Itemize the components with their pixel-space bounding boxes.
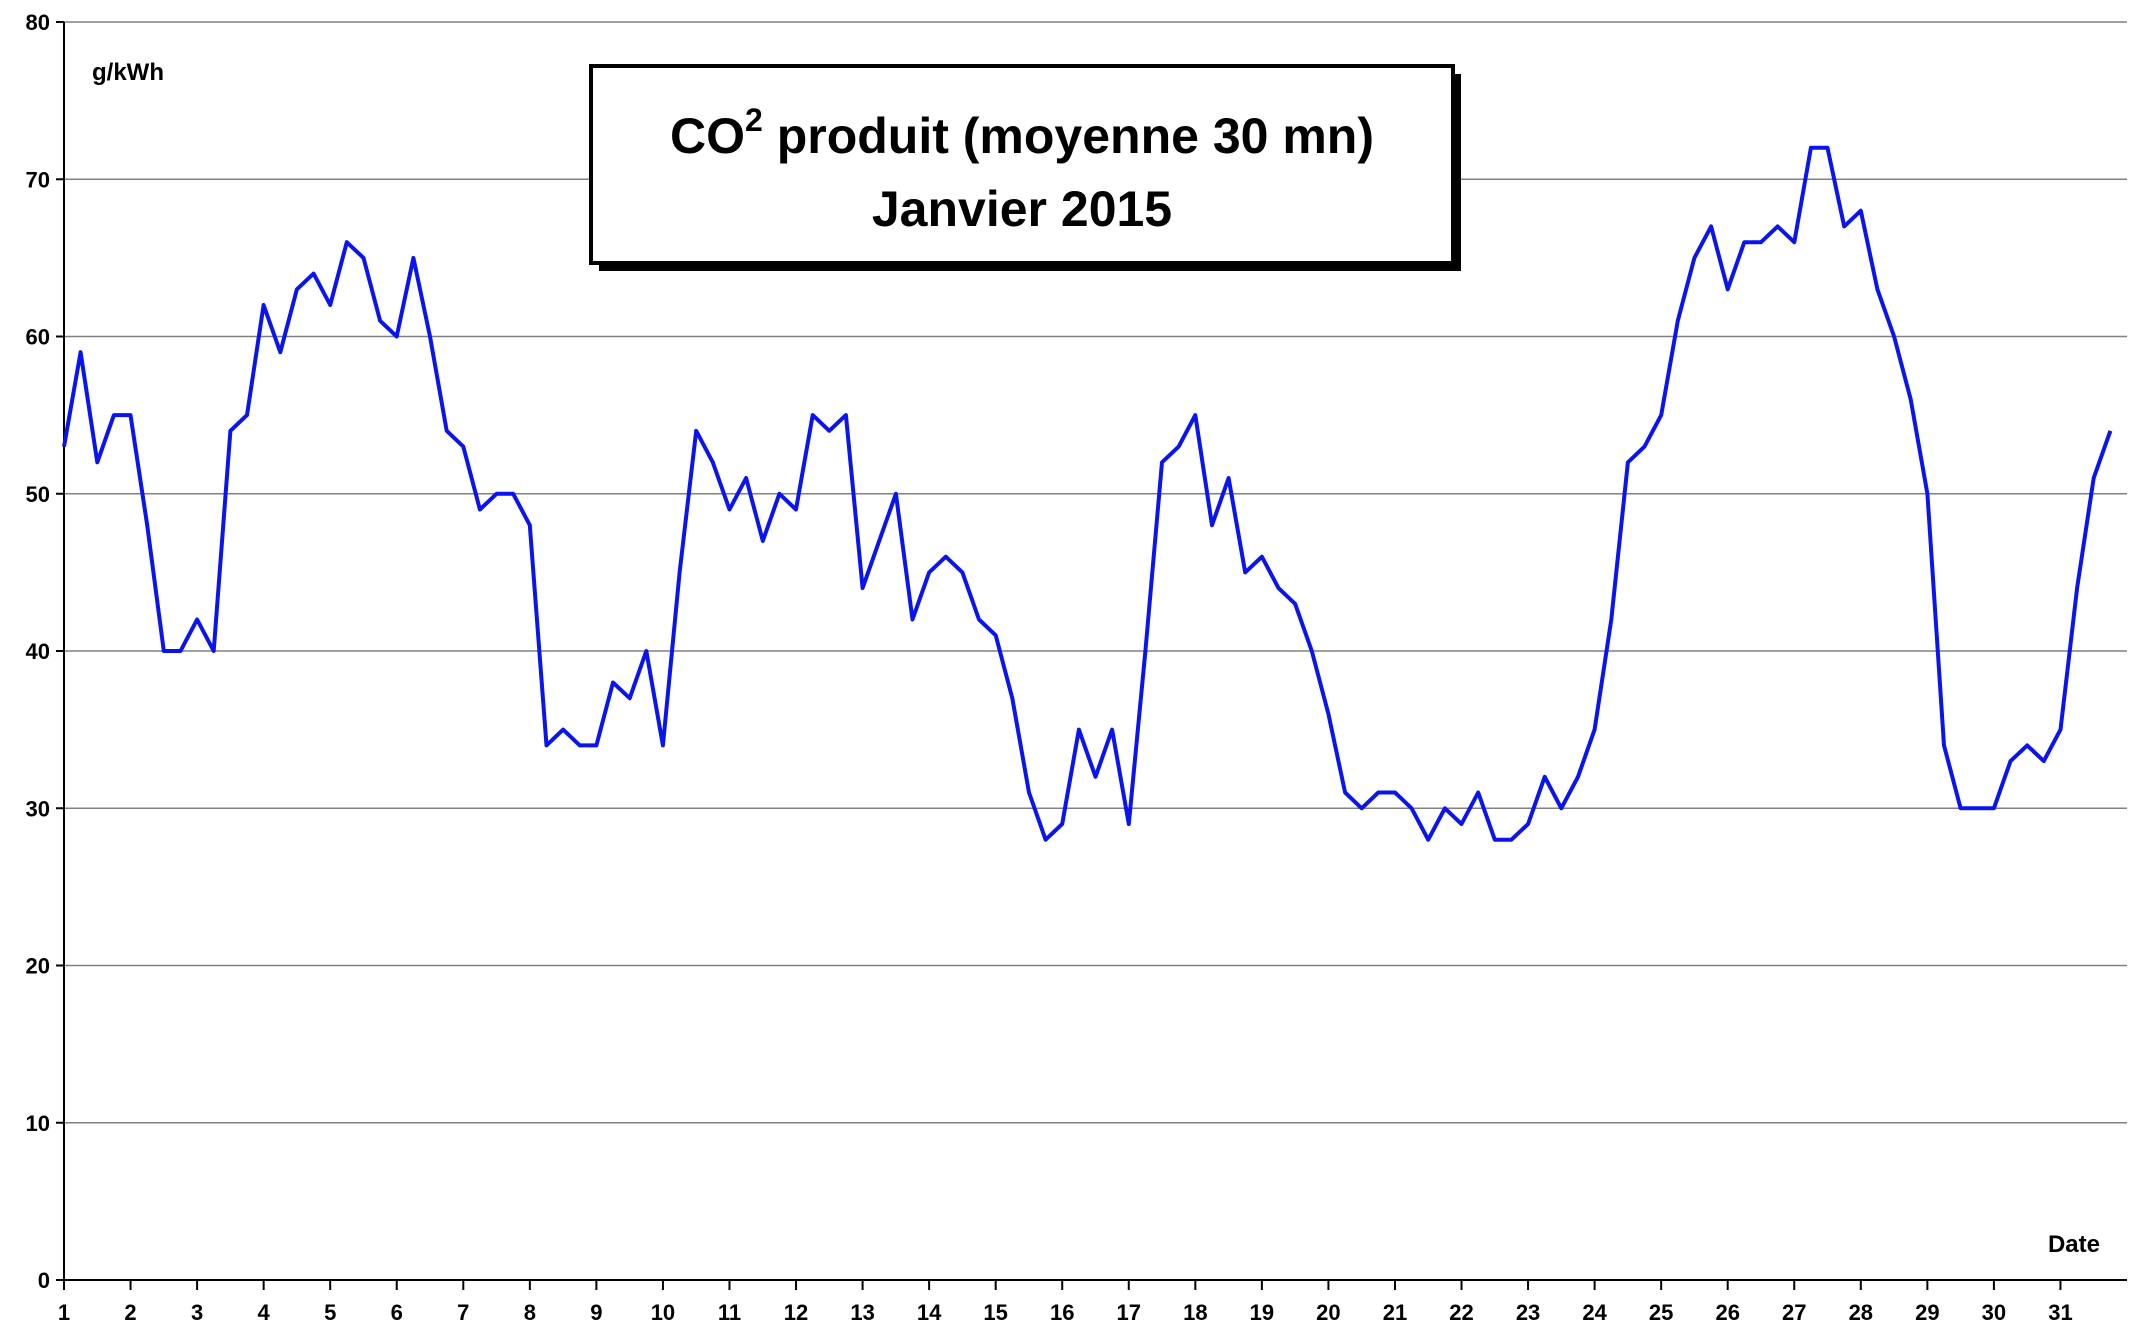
y-tick-label: 80	[26, 10, 50, 35]
title-superscript: 2	[745, 102, 763, 138]
x-tick-label: 20	[1316, 1300, 1340, 1325]
title-rest: produit (moyenne 30 mn)	[763, 108, 1374, 164]
x-tick-label: 21	[1383, 1300, 1407, 1325]
x-tick-label: 29	[1915, 1300, 1939, 1325]
x-tick-label: 6	[391, 1300, 403, 1325]
chart-subtitle: Janvier 2015	[872, 181, 1172, 237]
x-tick-label: 5	[324, 1300, 336, 1325]
y-axis-label: g/kWh	[92, 59, 164, 86]
y-tick-label: 60	[26, 325, 50, 350]
x-tick-label: 12	[784, 1300, 808, 1325]
y-tick-label: 30	[26, 796, 50, 821]
x-tick-label: 19	[1250, 1300, 1274, 1325]
x-tick-label: 24	[1582, 1300, 1607, 1325]
x-tick-label: 26	[1715, 1300, 1739, 1325]
grid	[64, 21, 2127, 1281]
x-tick-label: 2	[124, 1300, 136, 1325]
x-tick-label: 30	[1982, 1300, 2006, 1325]
y-tick-label: 20	[26, 954, 50, 979]
x-tick-label: 15	[983, 1300, 1007, 1325]
title-text: CO	[670, 108, 745, 164]
x-tick-label: 25	[1649, 1300, 1673, 1325]
x-tick-label: 22	[1449, 1300, 1473, 1325]
x-tick-label: 3	[191, 1300, 203, 1325]
data-line	[62, 145, 2113, 842]
y-tick-label: 0	[38, 1268, 50, 1293]
x-tick-label: 13	[850, 1300, 874, 1325]
y-tick-label: 50	[26, 482, 50, 507]
x-tick-label: 11	[718, 1300, 741, 1325]
x-tick-label: 27	[1782, 1300, 1806, 1325]
y-tick-label: 10	[26, 1111, 50, 1136]
x-tick-label: 9	[590, 1300, 602, 1325]
title-box	[589, 64, 1455, 265]
x-tick-label: 17	[1117, 1300, 1141, 1325]
chart-title: CO2 produit (moyenne 30 mn)	[670, 102, 1374, 164]
x-tick-label: 28	[1849, 1300, 1873, 1325]
x-axis-label: Date	[2048, 1231, 2100, 1258]
x-tick-label: 1	[58, 1300, 70, 1325]
x-tick-label: 16	[1050, 1300, 1074, 1325]
x-tick-label: 4	[258, 1300, 271, 1325]
x-tick-label: 10	[651, 1300, 675, 1325]
x-tick-label: 7	[457, 1300, 469, 1325]
x-tick-label: 31	[2048, 1300, 2072, 1325]
y-tick-label: 40	[26, 639, 50, 664]
y-tick-label: 70	[26, 167, 50, 192]
x-tick-label: 18	[1183, 1300, 1207, 1325]
x-tick-label: 14	[917, 1300, 942, 1325]
x-tick-label: 23	[1516, 1300, 1540, 1325]
x-tick-label: 8	[524, 1300, 536, 1325]
